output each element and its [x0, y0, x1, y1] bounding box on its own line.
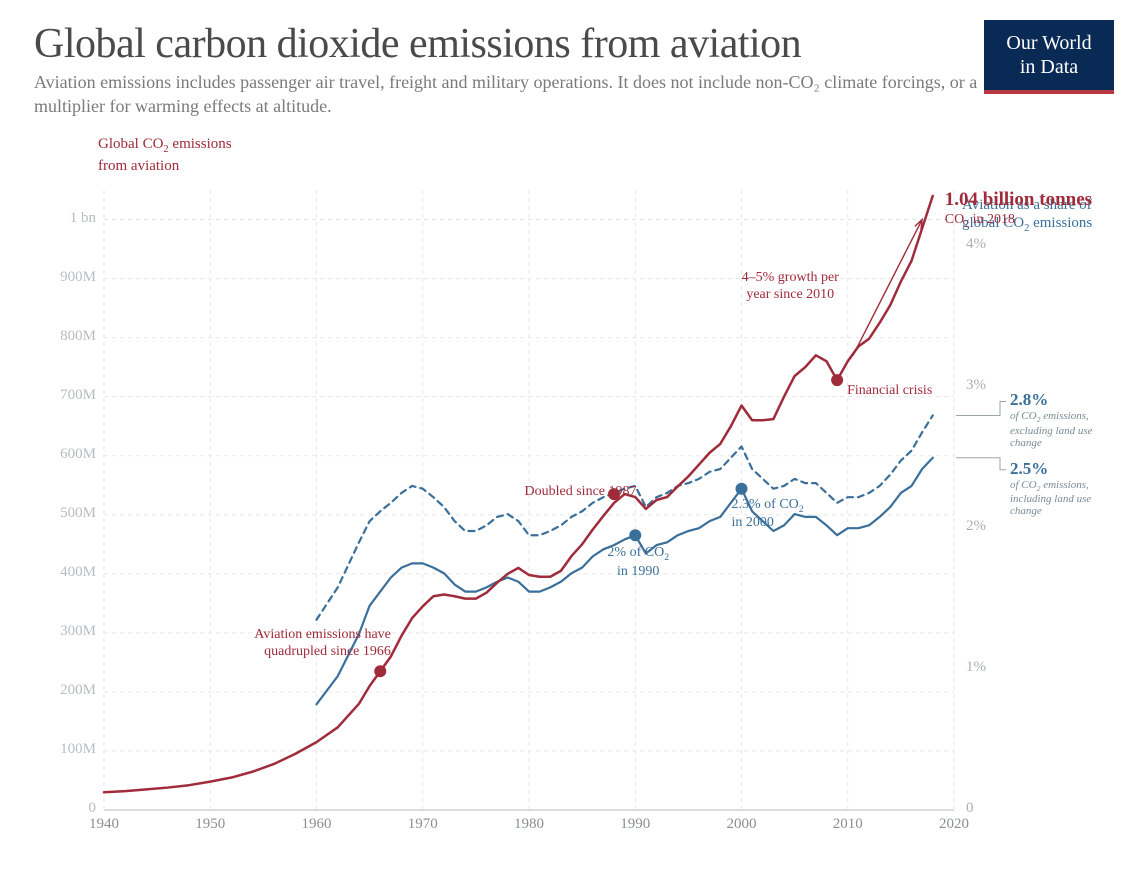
x-tick: 2010	[823, 816, 873, 833]
x-tick: 1950	[185, 816, 235, 833]
x-tick: 2020	[929, 816, 979, 833]
end-value-sub: CO2 in 2018	[945, 212, 1015, 230]
anno-doubled: Doubled since 1987	[487, 484, 637, 501]
y1-tick: 100M	[36, 741, 96, 758]
page-subtitle: Aviation emissions includes passenger ai…	[34, 70, 984, 119]
anno-financial: Financial crisis	[847, 383, 967, 400]
y2-tick: 3%	[966, 377, 1006, 394]
logo-line1: Our World	[984, 31, 1114, 55]
excl-sub: of CO2 emissions,excluding land use chan…	[1010, 410, 1120, 449]
logo-line2: in Data	[984, 55, 1114, 79]
anno-growth: 4–5% growth peryear since 2010	[720, 270, 860, 304]
x-tick: 2000	[717, 816, 767, 833]
excl-val: 2.8%	[1010, 391, 1048, 409]
y1-tick: 200M	[36, 682, 96, 699]
anno-2pct: 2% of CO2in 1990	[593, 545, 683, 580]
y1-tick: 600M	[36, 446, 96, 463]
chart-area: 0 100M 200M 300M 400M 500M 600M 700M 800M 900M 1 b…	[34, 130, 1114, 850]
y2-tick: 0	[966, 800, 1006, 817]
x-tick: 1980	[504, 816, 554, 833]
y1-tick: 1 bn	[36, 210, 96, 227]
y2-tick: 1%	[966, 659, 1006, 676]
y1-tick: 500M	[36, 505, 96, 522]
y1-axis-label: Global CO2 emissionsfrom aviation	[98, 135, 232, 175]
incl-val: 2.5%	[1010, 460, 1048, 478]
x-tick: 1990	[610, 816, 660, 833]
page: Global carbon dioxide emissions from avi…	[0, 0, 1136, 882]
anno-quadrupled: Aviation emissions havequadrupled since …	[221, 627, 391, 661]
incl-sub: of CO2 emissions,including land use chan…	[1010, 479, 1120, 518]
x-tick: 1970	[398, 816, 448, 833]
x-tick: 1960	[292, 816, 342, 833]
anno-2.3pct: 2.3% of CO2in 2000	[732, 497, 827, 532]
y1-tick: 300M	[36, 623, 96, 640]
end-value-label: 1.04 billion tonnes	[945, 190, 1092, 211]
x-tick: 1940	[79, 816, 129, 833]
y1-tick: 800M	[36, 328, 96, 345]
owid-logo: Our World in Data	[984, 20, 1114, 94]
page-title: Global carbon dioxide emissions from avi…	[34, 20, 801, 68]
y1-tick: 900M	[36, 269, 96, 286]
y2-tick: 2%	[966, 518, 1006, 535]
y2-tick: 4%	[966, 236, 1006, 253]
y1-tick: 400M	[36, 564, 96, 581]
y1-tick: 700M	[36, 387, 96, 404]
y1-tick: 0	[36, 800, 96, 817]
